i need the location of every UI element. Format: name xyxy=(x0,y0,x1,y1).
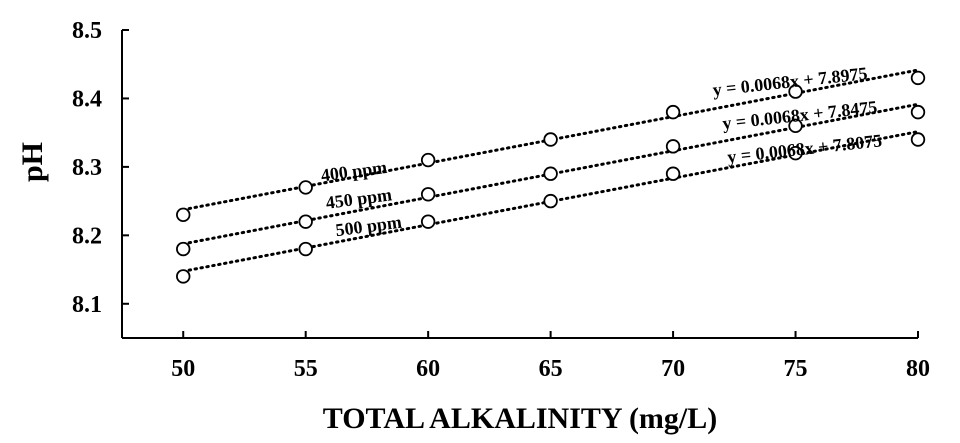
data-point-series-1 xyxy=(298,180,313,195)
data-point-series-2 xyxy=(910,104,926,120)
data-point-series-3 xyxy=(420,214,436,229)
data-point-series-1 xyxy=(910,70,926,86)
data-point-series-2 xyxy=(543,166,558,181)
data-point-series-3 xyxy=(788,145,803,161)
data-points-layer xyxy=(176,70,926,284)
x-tick-label: 60 xyxy=(416,356,440,382)
data-point-series-2 xyxy=(176,241,191,257)
series-label-2: 450 ppm xyxy=(325,184,394,213)
y-tick-label: 8.4 xyxy=(72,86,102,112)
data-point-series-1 xyxy=(665,104,681,120)
axes-layer xyxy=(121,30,918,339)
data-point-series-1 xyxy=(788,84,803,99)
ticks-layer: 8.1 8.2 8.3 8.4 8.5 50 55 60 65 70 75 80 xyxy=(72,18,930,382)
data-point-series-3 xyxy=(665,166,681,181)
x-tick-label: 50 xyxy=(171,356,195,382)
data-point-series-1 xyxy=(420,152,436,168)
x-tick-label: 55 xyxy=(294,356,318,382)
x-axis-title: TOTAL ALKALINITY (mg/L) xyxy=(323,402,718,435)
x-tick-label: 70 xyxy=(661,356,685,382)
x-tick-label: 80 xyxy=(906,356,930,382)
series-label-1: 400 ppm xyxy=(320,157,389,186)
data-point-series-2 xyxy=(788,118,803,134)
y-tick-label: 8.3 xyxy=(72,155,102,181)
data-point-series-2 xyxy=(665,139,681,154)
data-point-series-3 xyxy=(543,193,558,209)
data-point-series-2 xyxy=(298,214,313,229)
y-tick-label: 8.5 xyxy=(72,18,102,44)
data-point-series-1 xyxy=(543,132,558,147)
data-point-series-3 xyxy=(910,132,926,147)
y-tick-label: 8.2 xyxy=(72,223,102,249)
series-label-3: 500 ppm xyxy=(334,212,403,241)
y-tick-label: 8.1 xyxy=(72,292,102,318)
data-point-series-2 xyxy=(420,187,436,202)
x-tick-label: 65 xyxy=(539,356,563,382)
data-point-series-3 xyxy=(298,241,313,257)
x-tick-label: 75 xyxy=(784,356,808,382)
data-point-series-3 xyxy=(176,269,191,284)
y-axis-title: pH xyxy=(16,142,49,182)
data-point-series-1 xyxy=(176,207,191,223)
